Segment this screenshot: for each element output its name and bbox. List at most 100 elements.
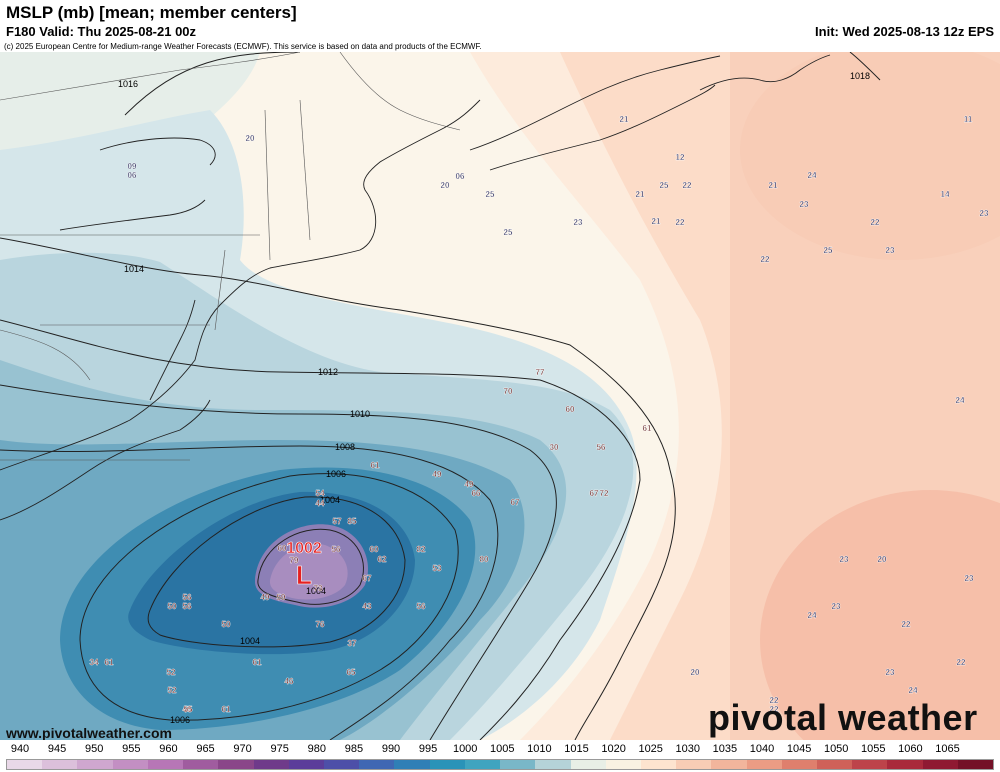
colorbar-swatch — [570, 760, 606, 769]
colorbar-tick-label: 1005 — [490, 743, 515, 755]
colorbar: 940 945 950 955 960 965 970 975 980 985 990 995 1000… — [0, 740, 1000, 772]
colorbar-tick-label: 1000 — [452, 743, 478, 755]
isobar-label-1010: 1010 — [350, 409, 370, 419]
member-center-label: 61 — [643, 424, 652, 433]
member-center-label: 56 — [183, 602, 192, 611]
great-lakes-erie — [59, 199, 206, 231]
member-center-label: 20 — [246, 134, 255, 143]
header: MSLP (mb) [mean; member centers] F180 Va… — [0, 0, 1000, 52]
member-center-label: 56 — [332, 545, 341, 554]
isobar-label-1006b: 1006 — [170, 715, 190, 725]
member-center-label: 44 — [316, 499, 325, 508]
colorbar-tick-label: 1055 — [861, 743, 886, 755]
colorbar-swatch — [605, 760, 641, 769]
member-center-label: 40 — [183, 705, 192, 714]
member-center-label: 23 — [832, 602, 841, 611]
member-center-label: 20 — [691, 668, 700, 677]
state-border-nj — [214, 249, 226, 331]
member-center-label: 67 — [511, 498, 520, 507]
colorbar-tick-label: 1045 — [786, 743, 812, 755]
colorbar-tick-label: 1040 — [749, 743, 775, 755]
northeast-warm-zone — [740, 52, 1000, 260]
member-center-label: 30 — [550, 443, 559, 452]
colorbar-swatch — [112, 760, 148, 769]
member-center-label: 22 — [770, 705, 779, 714]
isobar-1016 — [124, 52, 301, 116]
colorbar-tick-label: 1015 — [564, 743, 589, 755]
member-center-label: 60 — [278, 544, 287, 553]
coastline-us-east — [0, 99, 481, 471]
member-center-label: 25 — [504, 228, 513, 237]
isobar-1004 — [147, 496, 406, 648]
member-center-label: 60 — [566, 405, 575, 414]
coastline-newfoundland — [699, 54, 831, 91]
colorbar-swatch — [183, 760, 219, 769]
member-center-label: 25 — [824, 246, 833, 255]
colorbar-swatch — [957, 760, 994, 769]
colorbar-swatch — [464, 760, 501, 769]
member-center-label: 55 — [184, 705, 193, 714]
member-center-label: 50 — [222, 620, 231, 629]
low-pressure-value: 1002 — [286, 540, 322, 557]
isobar-1002 — [257, 528, 364, 605]
member-center-label: 80 — [480, 555, 489, 564]
member-center-label: 21 — [652, 217, 661, 226]
map-title: MSLP (mb) [mean; member centers] — [6, 3, 297, 22]
isobar-label-1004b: 1004 — [240, 636, 260, 646]
member-center-label: 22 — [676, 218, 685, 227]
colorbar-swatch — [359, 760, 395, 769]
colorbar-tick-label: 1035 — [712, 743, 738, 755]
member-center-label: 23 — [886, 668, 895, 677]
border-maine-canada — [339, 52, 461, 131]
colorbar-swatch — [887, 760, 923, 769]
coastline-maritimes — [469, 55, 721, 151]
colorbar-tick-label: 990 — [381, 743, 401, 755]
member-center-label: 22 — [957, 658, 966, 667]
isobar-1012 — [0, 319, 641, 740]
member-center-label: 82 — [417, 545, 426, 554]
member-center-label: 67 — [590, 489, 599, 498]
member-center-label: 25 — [660, 181, 669, 190]
colorbar-swatch — [676, 760, 712, 769]
colorbar-swatch — [535, 760, 571, 769]
state-border-wv — [0, 329, 91, 381]
member-center-label: 66 — [472, 489, 481, 498]
colorbar-tick-label: 940 — [10, 743, 30, 755]
member-center-label: 49 — [261, 593, 270, 602]
member-center-label: 56 — [183, 593, 192, 602]
colorbar-tick-label: 1060 — [898, 743, 923, 755]
colorbar-tick-label: 965 — [196, 743, 215, 755]
member-center-label: 49 — [465, 480, 474, 489]
member-center-label: 57 — [333, 517, 342, 526]
colorbar-tick-label: 1010 — [527, 743, 552, 755]
member-center-label: 22 — [683, 181, 692, 190]
colorbar-tick-label: 975 — [270, 743, 289, 755]
colorbar-swatch — [323, 760, 360, 769]
colorbar-swatch — [42, 760, 78, 769]
isobar-label-1008: 1008 — [335, 442, 355, 452]
member-center-label: 56 — [417, 602, 426, 611]
southeast-warm-zone — [760, 490, 1000, 740]
isobar-label-1004c: 1004 — [306, 586, 326, 596]
member-center-label: 09 — [128, 162, 137, 171]
member-center-label: 24 — [909, 686, 918, 695]
member-center-label: 70 — [504, 387, 513, 396]
pressure-map: 1016 1018 1014 1012 1010 1008 1006 1004 … — [0, 52, 1000, 740]
member-center-label: 61 — [222, 705, 231, 714]
colorbar-gradient — [6, 759, 994, 770]
member-center-label: 24 — [808, 171, 817, 180]
member-center-label: 52 — [168, 686, 177, 695]
member-center-label: 85 — [348, 517, 357, 526]
member-center-label: 06 — [128, 171, 137, 180]
low-pressure-symbol: L — [296, 560, 312, 590]
watermark-url: www.pivotalweather.com — [6, 725, 172, 741]
isobar-label-1012: 1012 — [318, 367, 338, 377]
colorbar-tick-label: 955 — [122, 743, 141, 755]
zone-1002-inner — [269, 544, 348, 600]
member-center-label: 52 — [167, 668, 176, 677]
colorbar-swatch — [77, 760, 113, 769]
great-lakes-ontario — [99, 137, 216, 166]
isobar-label-1004a: 1004 — [320, 495, 340, 505]
member-center-label: 46 — [285, 677, 294, 686]
member-center-label: 54 — [316, 489, 325, 498]
